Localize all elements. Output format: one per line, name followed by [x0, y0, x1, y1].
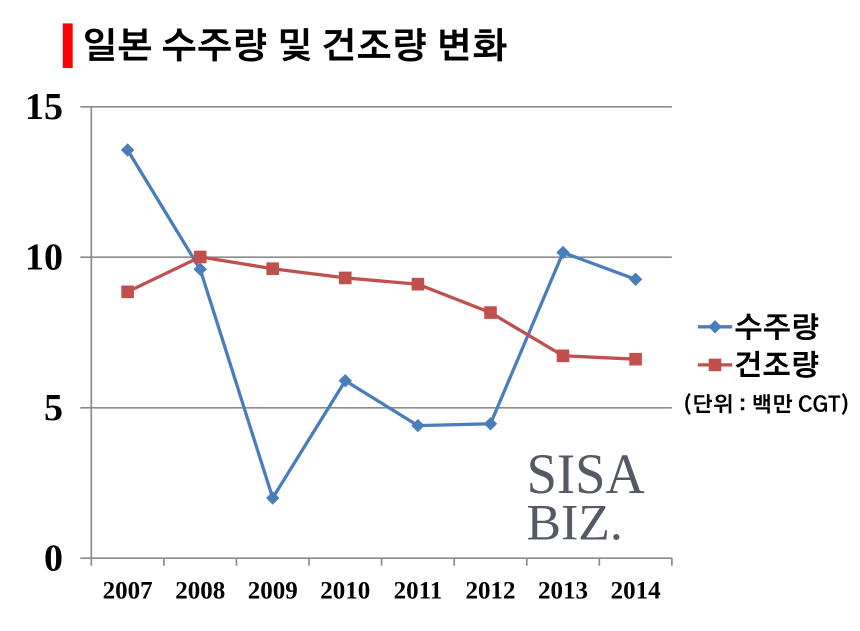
- svg-text:2012: 2012: [466, 578, 516, 605]
- svg-text:10: 10: [25, 237, 63, 279]
- svg-text:2014: 2014: [611, 578, 662, 605]
- svg-text:2008: 2008: [175, 578, 225, 605]
- svg-text:BIZ.: BIZ.: [527, 495, 623, 552]
- svg-text:2007: 2007: [103, 578, 153, 605]
- svg-text:2010: 2010: [320, 578, 370, 605]
- svg-text:2011: 2011: [394, 578, 443, 605]
- svg-text:0: 0: [44, 538, 63, 580]
- svg-text:15: 15: [25, 86, 63, 128]
- svg-text:SISA: SISA: [527, 443, 645, 506]
- svg-text:5: 5: [44, 387, 63, 429]
- svg-text:2013: 2013: [538, 578, 588, 605]
- svg-text:2009: 2009: [248, 578, 298, 605]
